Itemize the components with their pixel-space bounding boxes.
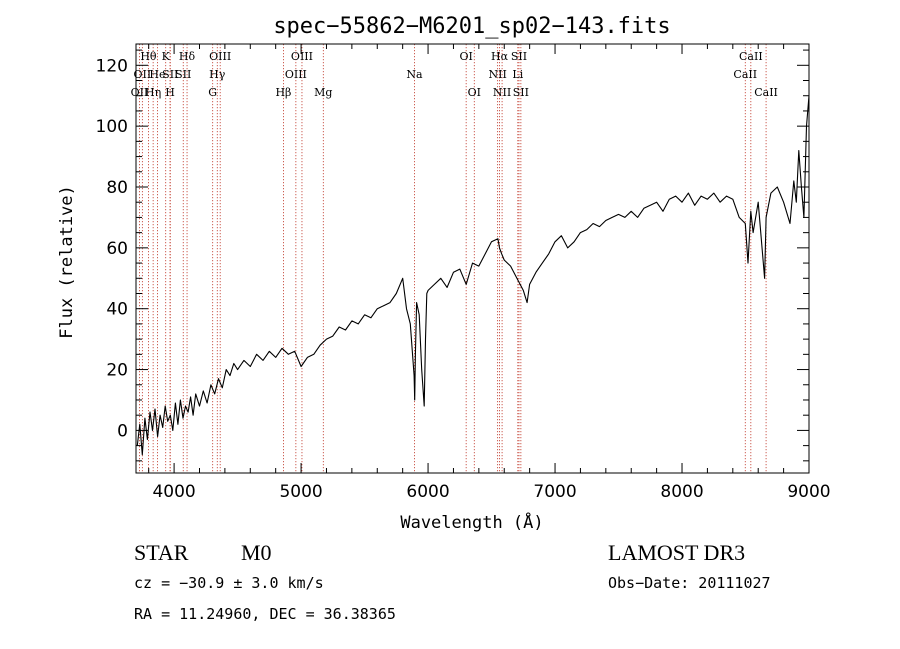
line-label: OI (468, 86, 481, 99)
line-label: He (149, 68, 165, 81)
y-tick-label: 60 (106, 239, 128, 259)
survey-name: LAMOST DR3 (608, 540, 746, 565)
x-axis-label: Wavelength (Å) (400, 511, 543, 533)
line-label: Hβ (275, 86, 291, 99)
line-label: OIII (285, 68, 307, 81)
velocity: cz = −30.9 ± 3.0 km/s (134, 574, 324, 592)
line-label: G (208, 86, 217, 99)
x-tick-label: 9000 (787, 482, 830, 502)
line-label: SII (162, 68, 178, 81)
line-label: NII (493, 86, 511, 99)
spectral-line-markers (139, 44, 767, 473)
y-tick-label: 20 (106, 361, 128, 381)
y-tick-label: 120 (96, 56, 128, 76)
axis-ticks (136, 44, 810, 473)
line-label: SII (511, 50, 527, 63)
spectral-line-labels: OIIOIIHθHηHeKHSIIHδSIIGHγOIIIHβOIIIOIIIM… (131, 50, 778, 99)
line-label: H (165, 86, 175, 99)
line-label: CaII (754, 86, 778, 99)
y-axis-label: Flux (relative) (57, 185, 77, 339)
line-label: Mg (314, 86, 332, 99)
y-tick-label: 80 (106, 178, 128, 198)
plot-frame (135, 43, 810, 474)
line-label: Na (406, 68, 423, 81)
line-label: Hα (491, 50, 509, 63)
line-label: NII (488, 68, 506, 81)
x-tick-label: 5000 (279, 482, 322, 502)
spectrum-line (136, 95, 810, 456)
subclass: M0 (241, 540, 272, 565)
line-label: OII (131, 86, 149, 99)
line-label: OII (133, 68, 151, 81)
line-label: OIII (209, 50, 231, 63)
line-label: CaII (739, 50, 763, 63)
x-tick-label: 8000 (660, 482, 703, 502)
line-label: Hδ (179, 50, 196, 63)
line-label: CaII (733, 68, 757, 81)
line-label: Li (512, 68, 523, 81)
x-tick-labels: 4000 5000 6000 7000 8000 9000 (152, 482, 830, 502)
coordinates: RA = 11.24960, DEC = 36.38365 (134, 605, 396, 623)
line-label: Hθ (140, 50, 157, 63)
chart-title: spec−55862−M6201_sp02−143.fits (273, 14, 670, 39)
x-tick-label: 6000 (406, 482, 449, 502)
line-label: Hγ (209, 68, 226, 81)
y-tick-label: 0 (117, 421, 128, 441)
obs-date: Obs−Date: 20111027 (608, 574, 771, 592)
x-tick-label: 7000 (533, 482, 576, 502)
line-label: SII (175, 68, 191, 81)
object-class: STAR (134, 540, 189, 565)
x-tick-label: 4000 (152, 482, 195, 502)
y-tick-label: 40 (106, 300, 128, 320)
line-label: SII (513, 86, 529, 99)
line-label: OI (459, 50, 472, 63)
line-label: OIII (291, 50, 313, 63)
y-tick-labels: 0 20 40 60 80 100 120 (96, 56, 128, 441)
line-label: K (162, 50, 171, 63)
line-label: Hη (145, 86, 161, 99)
y-tick-label: 100 (96, 117, 128, 137)
